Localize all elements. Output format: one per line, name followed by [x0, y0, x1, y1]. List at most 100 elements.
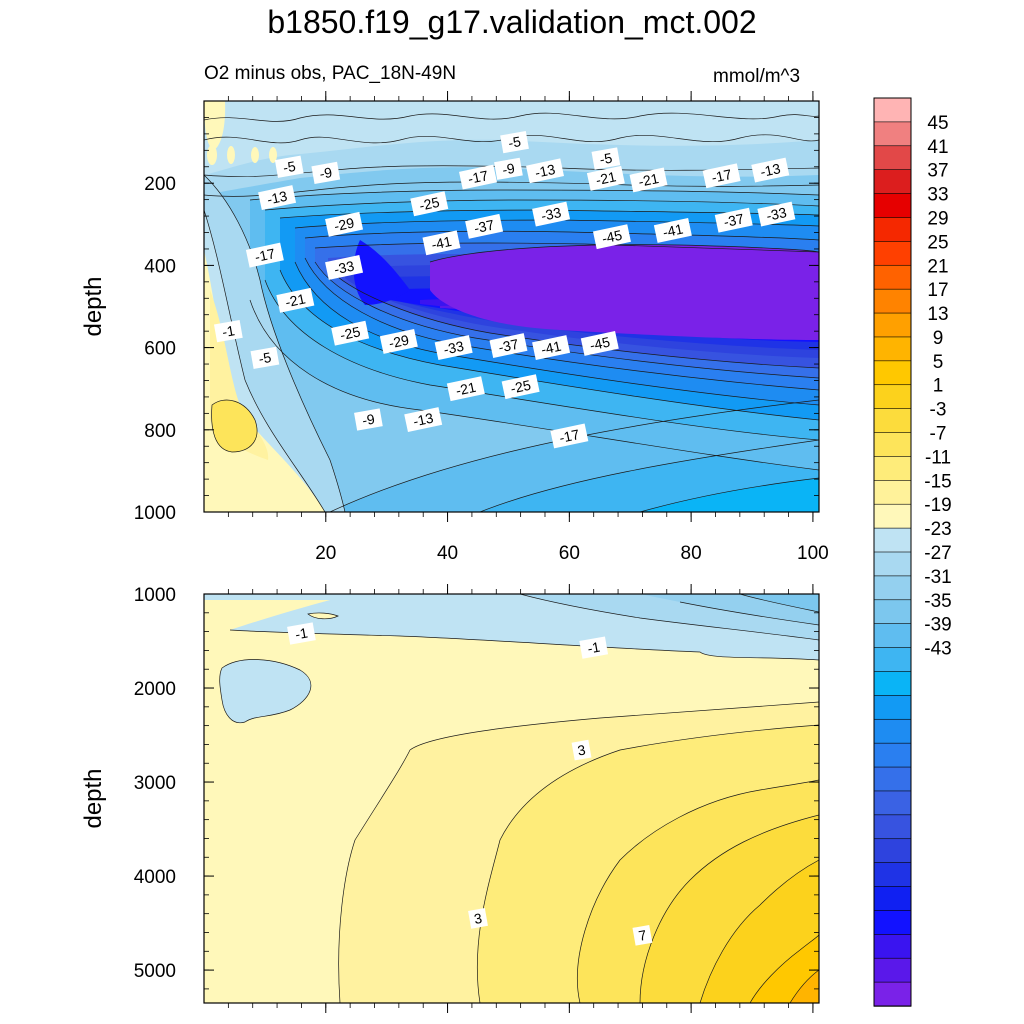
contour-label-text: -21: [284, 290, 307, 310]
contour-label: -37: [465, 213, 504, 239]
contour-label-bg: [591, 147, 621, 170]
colorbar-swatch: [873, 790, 912, 816]
contour-label-bg: [532, 335, 571, 361]
colorbar-swatch: [873, 910, 912, 936]
contour-label-text: -25: [339, 323, 362, 343]
colorbar-label: 21: [927, 256, 948, 277]
colorbar-swatch: [873, 957, 912, 983]
y-tick-label: 200: [144, 174, 176, 195]
colorbar-swatch: [873, 503, 912, 529]
contour-label-text: -17: [466, 167, 489, 187]
contour-label-bg: [632, 924, 653, 946]
contour-label-text: -1: [294, 624, 309, 642]
contour-labels-group: -5-5-5 -9 -9 -13 -13-13-17 -17-21 -21-25-29-33…: [213, 130, 796, 946]
colorbar-swatch: [873, 432, 912, 458]
contour-label-text: -21: [594, 168, 617, 188]
colorbar-swatch: [873, 121, 912, 147]
contour-label: -41: [422, 230, 461, 256]
y-tick-label: 5000: [134, 961, 176, 982]
colorbar-swatch: [873, 695, 912, 720]
contour-label-bg: [468, 908, 488, 929]
contour-label-text: -25: [509, 377, 532, 397]
contour-label-bg: [311, 161, 341, 185]
contour-label-text: -13: [266, 188, 289, 208]
colorbar-label: 25: [927, 232, 948, 253]
colorbar-label: -11: [925, 447, 951, 468]
contour-label-bg: [354, 408, 383, 431]
contour-label: -37: [489, 333, 528, 358]
colorbar-swatch: [873, 169, 912, 195]
contour-label: -25: [331, 320, 370, 346]
chart-subtitle: O2 minus obs, PAC_18N-49N: [204, 63, 457, 84]
colorbar-swatch: [873, 886, 912, 912]
upper-panel-frame: [203, 100, 820, 513]
colorbar-label: 29: [927, 208, 948, 229]
chart-title: b1850.f19_g17.validation_mct.002: [267, 4, 757, 40]
contour-label-text: -1: [586, 639, 601, 657]
contour-label: -1: [579, 636, 609, 659]
colorbar-swatch: [873, 671, 912, 697]
contour-label-text: -33: [765, 204, 788, 224]
colorbar-label: -43: [924, 639, 951, 660]
colorbar-swatch: [873, 288, 912, 314]
contour-label-bg: [526, 158, 564, 184]
colorbar-label: 37: [927, 161, 948, 182]
colorbar-swatch: [873, 408, 912, 434]
units-label: mmol/m^3: [713, 66, 801, 87]
contour-label-text: -5: [598, 150, 613, 168]
contour-label-bg: [579, 636, 609, 659]
contour-label: -5: [500, 130, 529, 154]
contour-label-bg: [446, 376, 485, 402]
contour-label-bg: [325, 211, 364, 237]
contour-label-text: -5: [282, 158, 297, 176]
contour-label-text: -41: [430, 233, 453, 253]
contour-label-bg: [751, 157, 790, 183]
contour-label: 3: [571, 739, 592, 761]
contour-label-text: -29: [332, 214, 355, 234]
colorbar-swatch: [873, 193, 912, 219]
contour-label: -17: [459, 164, 497, 190]
contour-label: -41: [653, 218, 692, 243]
contour-label-text: -41: [540, 338, 563, 358]
y-tick-label: 800: [144, 421, 176, 442]
contour-label: -17: [245, 242, 284, 268]
contour-label-text: -33: [442, 338, 465, 358]
contour-label: -33: [532, 201, 571, 227]
contour-label-text: -17: [710, 166, 733, 186]
colorbar-swatch: [873, 97, 912, 123]
contour-label-text: -21: [637, 170, 660, 190]
colorbar-swatch: [873, 145, 912, 171]
y-tick-label: 1000: [134, 503, 176, 524]
colorbar-label: 45: [927, 113, 948, 134]
contour-label-bg: [653, 218, 692, 243]
x-tick-label: 80: [681, 543, 702, 564]
colorbar-swatch: [873, 647, 912, 673]
contour-label: 3: [468, 908, 488, 929]
contour-label-text: -13: [759, 160, 782, 180]
lower-panel-field: [204, 594, 819, 1003]
contour-label-bg: [501, 374, 540, 400]
x-tick-label: 20: [315, 543, 336, 564]
colorbar-swatch: [873, 742, 912, 768]
colorbar-label: 9: [933, 328, 944, 349]
colorbar-label: -27: [924, 543, 951, 564]
contour-label-text: -5: [257, 349, 272, 367]
x-tick-label: 60: [559, 543, 580, 564]
contour-label: -5: [274, 155, 304, 178]
colorbar-label: 41: [927, 137, 948, 158]
contour-label-text: -33: [540, 204, 563, 224]
contour-label-text: -45: [600, 227, 623, 247]
contour-label: -9: [494, 157, 523, 180]
colorbar-swatch: [873, 599, 912, 625]
contour-label: -5: [250, 346, 280, 369]
axes-group: 200 400 600 800 1000 20 40 60 80 100 depth 1000 2000…: [80, 91, 829, 1013]
contour-label-bg: [702, 163, 741, 189]
contour-label: -29: [379, 328, 418, 354]
contour-label-text: -41: [661, 220, 684, 240]
contour-label: -25: [410, 191, 449, 217]
contour-label: -21: [446, 376, 485, 402]
contour-label-bg: [629, 167, 668, 193]
contour-label-text: -5: [507, 133, 522, 151]
